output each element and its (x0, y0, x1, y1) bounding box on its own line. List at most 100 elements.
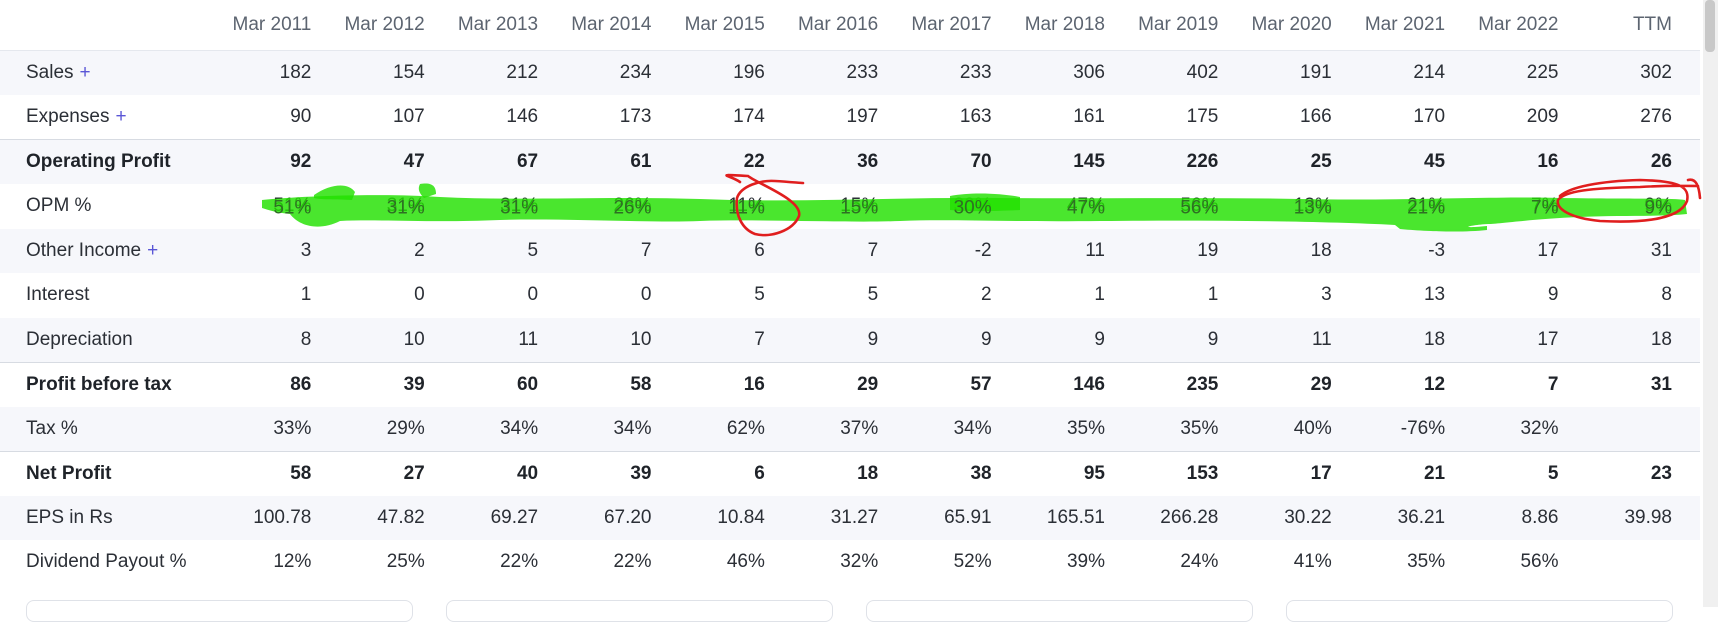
table-cell: 182 (279, 62, 312, 83)
row-label[interactable]: Sales + (0, 51, 226, 96)
row-label-text: Operating Profit (26, 151, 171, 172)
table-cell: 17 (1537, 328, 1559, 350)
table-cell: 29 (857, 373, 879, 395)
row-label[interactable]: Expenses + (0, 95, 226, 140)
table-cell: 5 (867, 284, 879, 306)
expand-plus-button[interactable]: + (115, 106, 127, 127)
table-cell: 173 (619, 106, 652, 127)
header-corner (0, 0, 226, 51)
column-header[interactable]: Mar 2016 (792, 0, 907, 51)
bottom-card (866, 600, 1253, 622)
table-cell: 8 (300, 328, 312, 350)
column-header[interactable]: Mar 2021 (1359, 0, 1474, 51)
row-label: Depreciation (0, 318, 226, 363)
table-cell: 1 (300, 284, 312, 306)
table-cell: 9 (1547, 284, 1559, 306)
table-cell: 3 (300, 239, 312, 261)
row-label-text[interactable]: Other Income (26, 239, 142, 261)
table-cell: 17 (1310, 462, 1332, 484)
row-label-text: Depreciation (26, 328, 133, 350)
table-cell: 107 (393, 106, 425, 127)
table-cell: 34% (500, 417, 539, 439)
table-cell: 21% (1407, 195, 1446, 217)
table-cell: 45 (1423, 151, 1446, 172)
table-row: Dividend Payout % 12% 25% 22% 22% 46% 32% 52% 39… (0, 540, 1700, 585)
column-header[interactable]: Mar 2022 (1473, 0, 1587, 51)
table-cell: 57 (970, 373, 992, 395)
table-cell: 47 (403, 151, 425, 172)
table-cell: 31.27 (830, 506, 879, 528)
column-header[interactable]: Mar 2020 (1246, 0, 1360, 51)
table-cell: 52% (953, 551, 992, 573)
scrollbar-thumb[interactable] (1705, 0, 1715, 52)
column-header[interactable]: Mar 2018 (1019, 0, 1133, 51)
table-cell: 41% (1293, 551, 1332, 573)
table-cell: 24% (1180, 551, 1219, 573)
vertical-scrollbar[interactable] (1703, 0, 1718, 607)
row-label: Operating Profit (0, 140, 226, 185)
table-cell: 30% (953, 195, 992, 217)
row-label: Interest (0, 273, 226, 318)
table-cell: 25 (1310, 151, 1332, 172)
bottom-card (446, 600, 833, 622)
table-cell: 209 (1526, 106, 1559, 127)
table-row: Tax % 33% 29% 34% 34% 62% 37% 34% 35% 35% 40% -76% 3… (0, 406, 1701, 452)
table-cell: 29% (386, 417, 425, 439)
table-cell: 92 (290, 151, 312, 172)
table-cell: 225 (1526, 62, 1559, 83)
table-cell: 56% (1180, 195, 1219, 217)
table-cell: 161 (1073, 106, 1105, 127)
row-label-text: OPM % (26, 195, 92, 217)
table-cell: 13 (1423, 284, 1446, 306)
table-cell: 58 (290, 462, 312, 484)
table-cell: 11 (1085, 239, 1105, 261)
table-cell: 35% (1066, 417, 1105, 439)
table-cell: 16 (743, 373, 765, 395)
table-cell: 154 (393, 62, 425, 83)
table-cell: 39 (403, 373, 425, 395)
table-cell: 234 (619, 62, 652, 83)
table-cell: 25% (386, 551, 425, 573)
table-cell: 51% (273, 195, 312, 217)
table-cell: 153 (1186, 462, 1219, 484)
table-row: EPS in Rs 100.78 47.82 69.27 67.20 10.84 31.27… (0, 495, 1700, 540)
table-cell: 29 (1310, 373, 1332, 395)
column-header[interactable]: Mar 2017 (906, 0, 1020, 51)
table-cell: 7 (640, 239, 652, 261)
row-label[interactable]: Other Income + (0, 229, 226, 274)
table-cell: 12 (1423, 373, 1446, 395)
table-cell: 37% (840, 417, 879, 439)
row-label-text[interactable]: Expenses (26, 106, 110, 127)
table-cell: 86 (290, 373, 312, 395)
table-cell: 1 (1094, 284, 1105, 306)
row-label-text[interactable]: Sales (26, 62, 74, 83)
row-label-text: Tax % (26, 417, 78, 439)
table-cell: 40 (516, 462, 539, 484)
table-cell: 23 (1650, 462, 1672, 484)
column-header[interactable]: Mar 2014 (566, 0, 680, 51)
column-header[interactable]: Mar 2015 (679, 0, 793, 51)
table-cell (1587, 407, 1701, 452)
table-row: Profit before tax 86 39 60 58 16 29 57 146 235 29 1… (0, 362, 1700, 407)
table-cell: 26% (613, 195, 652, 217)
table-cell: 69.27 (490, 506, 539, 528)
table-cell: 10 (403, 328, 425, 350)
column-header[interactable]: Mar 2012 (339, 0, 453, 51)
table-cell: 47.82 (377, 506, 425, 528)
table-cell: 95 (1083, 462, 1105, 484)
table-cell: 32% (840, 551, 879, 573)
column-header[interactable]: TTM (1586, 0, 1700, 51)
table-cell: 174 (733, 106, 765, 127)
column-header[interactable]: Mar 2019 (1133, 0, 1247, 51)
table-cell: 31% (500, 195, 539, 217)
expand-plus-button[interactable]: + (79, 62, 91, 83)
table-cell: 0 (414, 284, 425, 306)
column-header[interactable]: Mar 2013 (452, 0, 567, 51)
table-cell: 22 (743, 151, 765, 172)
table-cell: 196 (733, 62, 765, 83)
expand-plus-button[interactable]: + (147, 239, 159, 261)
table-cell: 13% (1293, 195, 1332, 217)
table-cell: 145 (1073, 151, 1105, 172)
column-header[interactable]: Mar 2011 (226, 0, 340, 51)
table-row: OPM % 51% 31% 31% 26% 11% 15% 30% 47% 56% 13% 21% 7%… (0, 184, 1700, 229)
